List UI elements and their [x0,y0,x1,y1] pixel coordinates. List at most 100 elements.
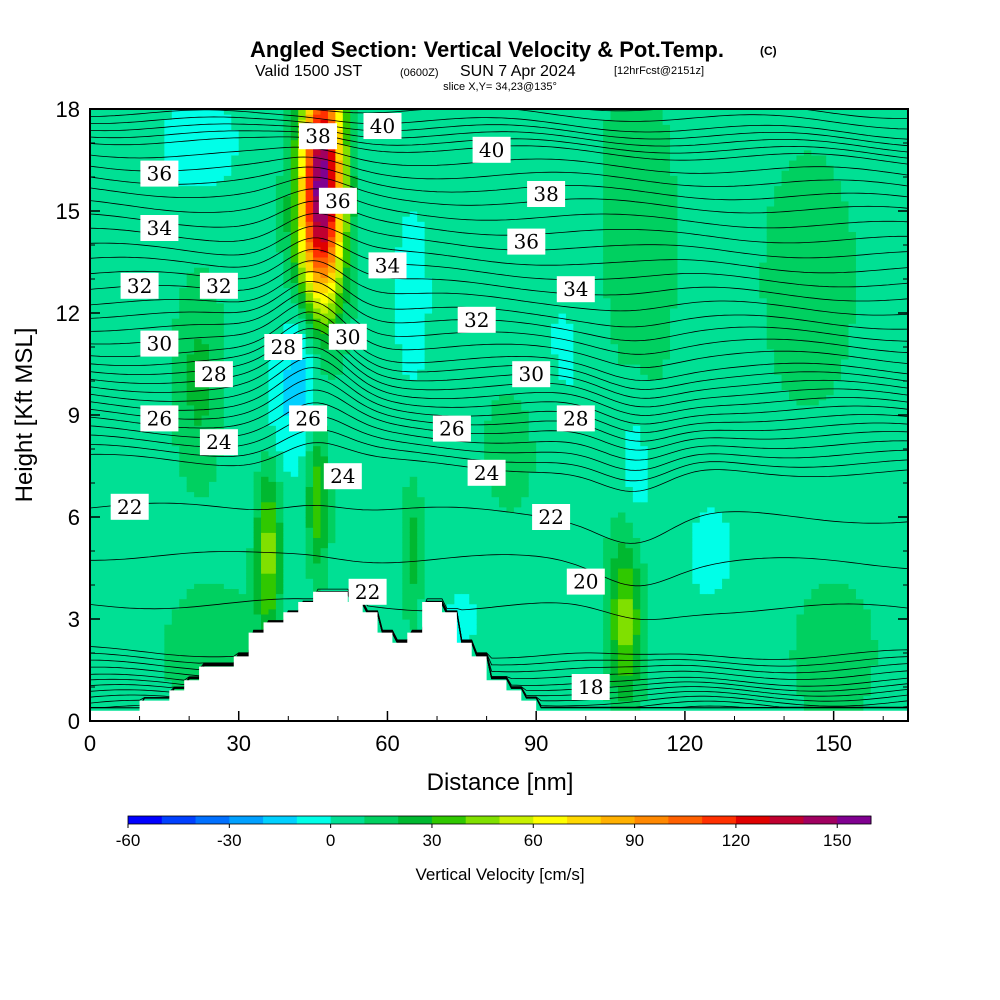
velocity-cell [104,542,113,549]
velocity-cell [156,200,165,207]
velocity-cell [216,639,225,646]
velocity-cell [268,522,277,528]
velocity-cell [342,517,351,523]
velocity-cell [156,440,165,447]
velocity-cell [261,552,270,559]
velocity-cell [283,455,292,462]
velocity-cell [290,256,299,263]
velocity-cell [179,588,188,595]
velocity-cell [283,588,292,595]
velocity-cell [194,343,203,350]
velocity-cell [283,282,292,289]
velocity-cell [90,129,99,136]
velocity-cell [253,139,262,146]
velocity-cell [186,338,195,345]
velocity-cell [365,394,374,401]
velocity-cell [246,333,255,340]
velocity-cell [238,562,247,569]
velocity-cell [380,216,389,222]
velocity-cell [104,374,113,380]
velocity-cell [156,134,165,141]
velocity-cell [283,149,292,156]
velocity-cell [97,522,106,528]
velocity-cell [290,231,299,238]
velocity-cell [327,420,336,426]
velocity-cell [112,450,121,457]
velocity-cell [298,568,307,574]
velocity-cell [104,307,113,314]
velocity-cell [231,160,240,166]
velocity-cell [298,527,307,533]
velocity-cell [246,466,255,472]
velocity-cell [313,282,322,289]
velocity-cell [246,369,255,375]
velocity-cell [342,358,351,365]
velocity-cell [372,180,381,187]
velocity-cell [253,221,262,227]
velocity-cell [186,389,195,396]
velocity-cell [372,471,381,477]
velocity-cell [194,450,203,457]
velocity-cell [186,256,195,263]
velocity-cell [372,522,381,528]
velocity-cell [90,690,99,697]
velocity-cell [305,200,314,207]
velocity-cell [201,160,210,166]
velocity-cell [246,501,255,508]
velocity-cell [216,629,225,635]
velocity-cell [305,466,314,472]
velocity-cell [342,450,351,457]
velocity-cell [246,425,255,431]
velocity-cell [104,175,113,181]
velocity-cell [119,537,128,544]
velocity-cell [142,670,151,676]
velocity-cell [127,440,136,447]
velocity-cell [305,455,314,462]
velocity-cell [134,608,143,615]
velocity-cell [208,333,218,340]
velocity-cell [127,109,136,115]
velocity-cell [97,277,106,283]
velocity-cell [97,369,106,375]
velocity-cell [171,139,180,146]
velocity-cell [231,562,240,569]
velocity-cell [305,557,314,564]
velocity-cell [313,445,322,452]
velocity-cell [290,522,299,528]
velocity-cell [97,476,106,482]
velocity-cell [194,333,203,340]
velocity-cell [142,302,151,309]
velocity-cell [104,532,113,538]
velocity-cell [112,654,121,661]
velocity-cell [119,675,128,681]
velocity-cell [223,624,232,630]
velocity-cell [261,532,270,538]
velocity-cell [261,323,270,329]
velocity-cell [90,450,99,457]
velocity-cell [365,532,374,538]
velocity-cell [387,190,396,197]
velocity-cell [201,644,210,651]
velocity-cell [119,670,128,676]
velocity-cell [305,292,314,299]
velocity-cell [90,670,99,676]
velocity-cell [127,522,136,528]
velocity-cell [238,440,247,447]
velocity-cell [231,262,240,268]
velocity-cell [268,486,277,493]
velocity-cell [208,420,218,426]
velocity-cell [380,415,389,421]
velocity-cell [290,593,299,600]
velocity-cell [134,124,143,130]
velocity-cell [171,287,180,294]
velocity-cell [179,333,188,340]
velocity-cell [104,256,113,263]
velocity-cell [127,598,136,605]
velocity-cell [171,200,180,207]
velocity-cell [208,608,218,615]
velocity-cell [104,282,113,289]
velocity-cell [253,119,262,125]
velocity-cell [90,409,99,416]
velocity-cell [253,481,262,487]
velocity-cell [186,180,195,187]
